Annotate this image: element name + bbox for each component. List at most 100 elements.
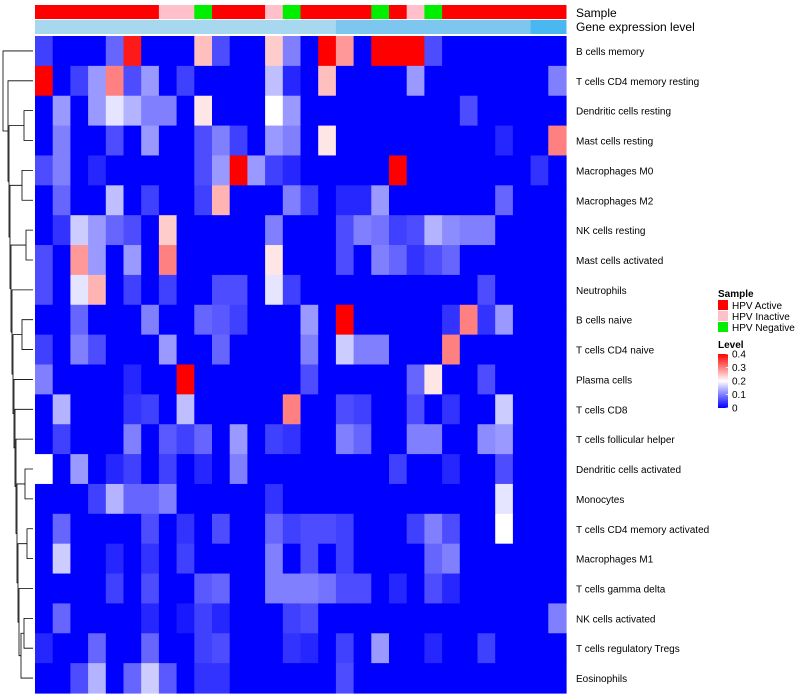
heatmap-cell	[212, 633, 231, 664]
heatmap-cell	[194, 334, 213, 366]
heatmap-cell	[424, 65, 443, 97]
heatmap-cell	[123, 125, 142, 157]
heatmap-cell	[247, 125, 266, 157]
heatmap-cell	[318, 603, 337, 634]
heatmap-cell	[300, 215, 319, 246]
heatmap-cell	[123, 543, 142, 575]
heatmap-cell	[335, 334, 355, 366]
legend-sample-swatch	[718, 322, 728, 332]
heatmap-cell	[70, 245, 89, 276]
heatmap-cell	[265, 245, 284, 276]
heatmap-cell	[88, 274, 107, 306]
heatmap-cell	[88, 36, 107, 67]
heatmap-cell	[318, 573, 337, 605]
heatmap-cell	[105, 65, 125, 97]
heatmap-cell	[70, 185, 89, 216]
heatmap-cell	[265, 334, 284, 366]
heatmap-cell	[141, 334, 160, 366]
heatmap-cell	[459, 36, 479, 67]
heatmap-cell	[247, 65, 266, 97]
heatmap-cell	[530, 603, 549, 634]
expression-annot-cell	[442, 20, 461, 34]
sample-annot-cell	[158, 5, 178, 19]
heatmap-cell	[194, 573, 213, 605]
heatmap-cell	[123, 274, 142, 306]
heatmap-cell	[105, 364, 125, 395]
heatmap-cell	[229, 125, 248, 157]
heatmap-cell	[442, 215, 461, 246]
heatmap-cell	[176, 364, 195, 395]
heatmap-cell	[477, 155, 496, 186]
heatmap-cell	[70, 65, 89, 97]
heatmap-cell	[548, 125, 567, 157]
heatmap-cell	[530, 155, 549, 186]
heatmap-cell	[265, 215, 284, 246]
heatmap-cell	[176, 543, 195, 575]
heatmap-cell	[229, 543, 248, 575]
heatmap-cell	[70, 215, 89, 246]
heatmap-cell	[371, 125, 390, 157]
heatmap-cell	[318, 215, 337, 246]
heatmap-cell	[212, 125, 231, 157]
heatmap-cell	[52, 334, 71, 366]
heatmap-cell	[389, 573, 408, 605]
heatmap-cell	[406, 215, 425, 246]
heatmap-cell	[424, 513, 443, 545]
heatmap-cell	[52, 603, 71, 634]
row-labels: B cells memory T cells CD4 memory resting…	[576, 47, 709, 685]
heatmap-cell	[512, 334, 532, 366]
expression-annot-cell	[194, 20, 213, 34]
heatmap-cell	[335, 424, 355, 455]
dendrogram-branch	[9, 184, 22, 289]
heatmap-cell	[212, 245, 231, 276]
sample-annot-cell	[495, 5, 514, 19]
heatmap-cell	[335, 543, 355, 575]
heatmap-cell	[158, 185, 178, 216]
heatmap-cell	[158, 334, 178, 366]
level-tick-label: 0	[732, 404, 738, 415]
heatmap-cell	[371, 633, 390, 664]
heatmap-cell	[406, 454, 425, 485]
heatmap-cell	[282, 394, 302, 425]
heatmap-cell	[194, 424, 213, 455]
heatmap-cell	[477, 95, 496, 127]
heatmap-cell	[495, 454, 514, 485]
heatmap-cell	[495, 36, 514, 67]
heatmap-cell	[459, 125, 479, 157]
heatmap-cell	[35, 364, 54, 395]
heatmap-cell	[247, 454, 266, 485]
heatmap-cell	[442, 483, 461, 515]
heatmap-cell	[477, 394, 496, 425]
sample-annotation-bar	[35, 5, 567, 19]
sample-annot-cell	[442, 5, 461, 19]
heatmap-cells	[35, 36, 567, 694]
heatmap-cell	[477, 633, 496, 664]
heatmap-cell	[282, 185, 302, 216]
heatmap-cell	[35, 185, 54, 216]
heatmap-cell	[512, 513, 532, 545]
heatmap-cell	[105, 483, 125, 515]
heatmap-cell	[459, 95, 479, 127]
legend-sample-label: HPV Negative	[732, 323, 795, 334]
heatmap-cell	[353, 573, 372, 605]
heatmap-cell	[282, 95, 302, 127]
dendrogram-branch	[23, 110, 33, 141]
heatmap-cell	[318, 663, 337, 694]
expression-annot-cell	[389, 20, 408, 34]
heatmap-cell	[176, 125, 195, 157]
expression-annot-cell	[70, 20, 89, 34]
heatmap-cell	[459, 454, 479, 485]
heatmap-cell	[512, 663, 532, 694]
heatmap-cell	[194, 304, 213, 336]
heatmap-cell	[548, 95, 567, 127]
heatmap-cell	[548, 483, 567, 515]
heatmap-cell	[229, 215, 248, 246]
heatmap-cell	[70, 125, 89, 157]
heatmap-cell	[442, 65, 461, 97]
heatmap-cell	[247, 663, 266, 694]
heatmap-cell	[176, 394, 195, 425]
expression-annot-cell	[176, 20, 195, 34]
heatmap-cell	[495, 125, 514, 157]
heatmap-cell	[389, 36, 408, 67]
heatmap-cell	[335, 573, 355, 605]
